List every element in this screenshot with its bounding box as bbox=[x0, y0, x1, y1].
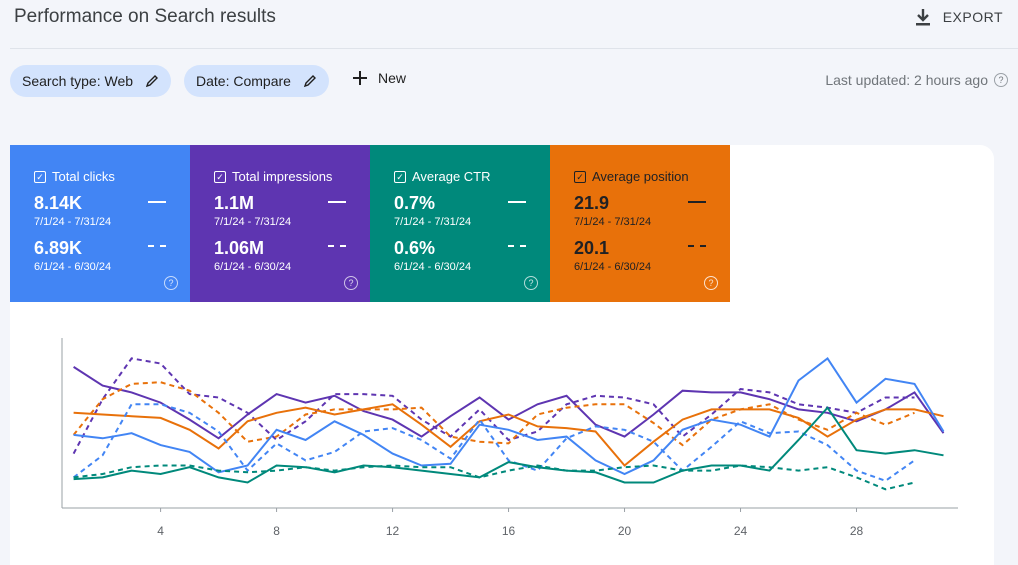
last-updated: Last updated: 2 hours ago? bbox=[825, 72, 1008, 88]
x-tick-label: 16 bbox=[502, 524, 516, 538]
help-icon: ? bbox=[524, 276, 538, 290]
series-line bbox=[73, 464, 915, 491]
card-label: ✓ Average CTR bbox=[394, 169, 550, 184]
series-line bbox=[72, 381, 915, 447]
current-range: 7/1/24 - 7/31/24 bbox=[34, 216, 112, 228]
previous-value: 20.1 bbox=[574, 238, 610, 258]
current-value: 0.7% bbox=[394, 193, 436, 213]
filter-chip[interactable]: Date: Compare bbox=[184, 65, 329, 97]
solid-legend bbox=[688, 201, 706, 203]
previous-range: 6/1/24 - 6/30/24 bbox=[394, 261, 472, 273]
metric-card[interactable]: ✓ Total clicks 8.14K 7/1/24 - 7/31/24 6.89K 6… bbox=[10, 145, 190, 302]
checkbox: ✓ bbox=[394, 170, 406, 183]
metric-card[interactable]: ✓ Total impressions 1.1M 7/1/24 - 7/31/24 1.… bbox=[190, 145, 370, 302]
divider bbox=[10, 48, 1018, 49]
previous-range: 6/1/24 - 6/30/24 bbox=[214, 261, 292, 273]
current-value: 1.1M bbox=[214, 193, 255, 213]
page: Performance on Search results EXPORT Sea… bbox=[10, 6, 1018, 565]
filter-chip[interactable]: Search type: Web bbox=[10, 65, 172, 97]
previous-range: 6/1/24 - 6/30/24 bbox=[574, 261, 652, 273]
export-label: EXPORT bbox=[942, 9, 1003, 25]
x-tick-label: 20 bbox=[618, 524, 632, 538]
solid-legend bbox=[148, 201, 166, 203]
x-tick-label: 4 bbox=[157, 524, 164, 538]
series-line bbox=[73, 403, 944, 467]
help-icon: ? bbox=[704, 276, 718, 290]
chart: 4 8 12 16 20 24 28 bbox=[61, 338, 958, 538]
series-line bbox=[72, 357, 915, 455]
edit-icon bbox=[145, 75, 159, 88]
new-label: New bbox=[378, 70, 407, 86]
checkbox: ✓ bbox=[214, 170, 226, 183]
current-range: 7/1/24 - 7/31/24 bbox=[214, 216, 292, 228]
chip-label: Date: Compare bbox=[196, 73, 291, 89]
help-icon: ? bbox=[344, 276, 358, 290]
edit-icon bbox=[303, 75, 316, 88]
plus-icon bbox=[353, 71, 367, 85]
page-title: Performance on Search results bbox=[14, 6, 276, 27]
current-value: 21.9 bbox=[574, 193, 610, 213]
help-icon[interactable]: ? bbox=[994, 73, 1008, 87]
card-label: ✓ Total clicks bbox=[34, 169, 190, 184]
x-tick-label: 8 bbox=[273, 524, 280, 538]
series-line bbox=[73, 356, 945, 476]
card-label: ✓ Average position bbox=[574, 169, 730, 184]
series-line bbox=[73, 406, 944, 484]
x-tick-label: 12 bbox=[386, 524, 400, 538]
previous-range: 6/1/24 - 6/30/24 bbox=[34, 261, 112, 273]
metric-card[interactable]: ✓ Average CTR 0.7% 7/1/24 - 7/31/24 0.6% 6/1/… bbox=[370, 145, 550, 302]
dashed-legend bbox=[688, 245, 706, 247]
export-icon bbox=[915, 9, 930, 26]
card-label-text: Average position bbox=[592, 169, 689, 184]
card-label: ✓ Total impressions bbox=[214, 169, 370, 184]
previous-value: 1.06M bbox=[214, 238, 265, 258]
current-value: 8.14K bbox=[34, 193, 83, 213]
series-line bbox=[73, 366, 945, 440]
dashed-legend bbox=[508, 245, 526, 247]
checkbox: ✓ bbox=[34, 170, 46, 183]
series-line bbox=[72, 403, 916, 482]
last-updated-text: Last updated: 2 hours ago bbox=[825, 72, 988, 88]
x-tick-label: 24 bbox=[734, 524, 748, 538]
card-label-text: Total clicks bbox=[52, 169, 115, 184]
previous-value: 0.6% bbox=[394, 238, 436, 258]
solid-legend bbox=[508, 201, 526, 203]
dashed-legend bbox=[328, 245, 346, 247]
export-button[interactable]: EXPORT bbox=[915, 8, 1003, 26]
help-icon: ? bbox=[164, 276, 178, 290]
current-range: 7/1/24 - 7/31/24 bbox=[574, 216, 652, 228]
metric-card[interactable]: ✓ Average position 21.9 7/1/24 - 7/31/24 20.… bbox=[550, 145, 730, 302]
current-range: 7/1/24 - 7/31/24 bbox=[394, 216, 472, 228]
card-label-text: Average CTR bbox=[412, 169, 491, 184]
card-label-text: Total impressions bbox=[232, 169, 333, 184]
x-tick-label: 28 bbox=[850, 524, 864, 538]
chip-label: Search type: Web bbox=[22, 73, 134, 89]
checkbox: ✓ bbox=[574, 170, 586, 183]
dashed-legend bbox=[148, 245, 166, 247]
previous-value: 6.89K bbox=[34, 238, 83, 258]
new-filter-button[interactable]: New bbox=[352, 70, 406, 86]
solid-legend bbox=[328, 201, 346, 203]
